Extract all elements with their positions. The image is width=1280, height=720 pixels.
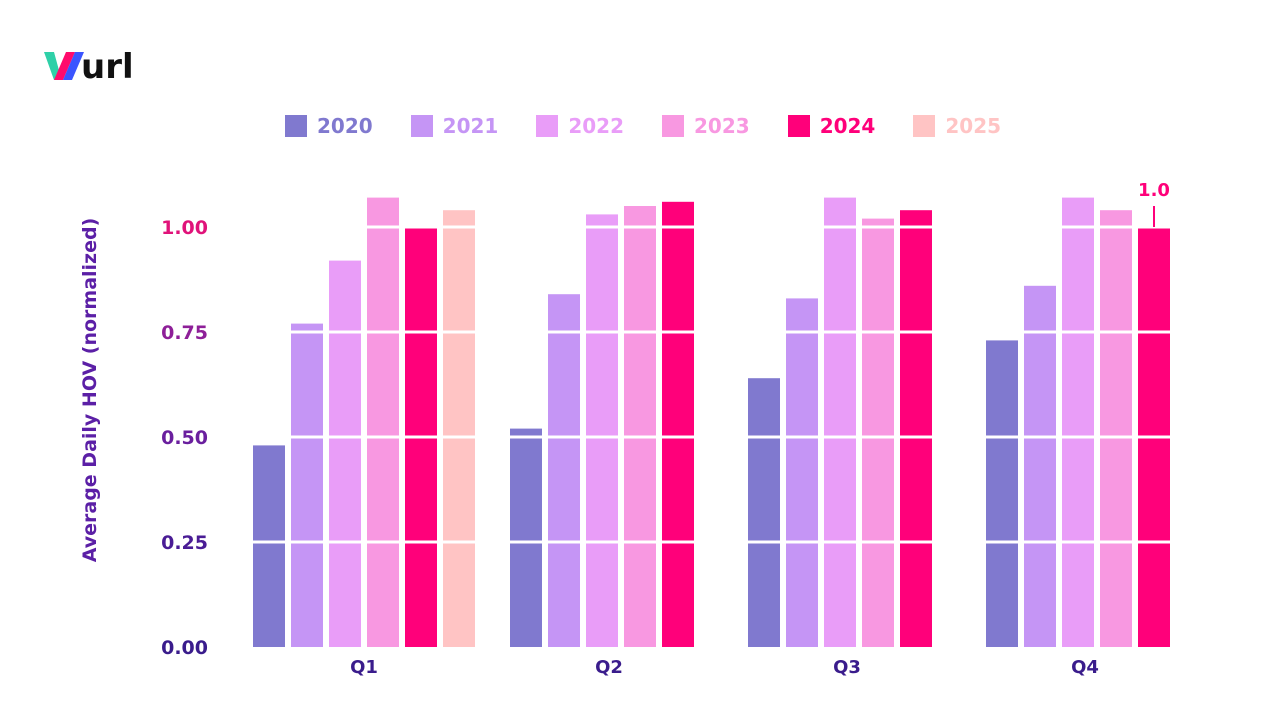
- legend-swatch: [913, 115, 936, 137]
- bar-Q4-2023: [1100, 210, 1132, 647]
- y-tick-label: 0.75: [161, 322, 208, 344]
- bar-Q3-2024: [900, 210, 932, 647]
- legend-label: 2020: [317, 114, 373, 138]
- legend-swatch: [410, 115, 433, 137]
- bar-Q2-2024: [662, 201, 694, 648]
- legend-label: 2025: [945, 114, 1002, 138]
- x-category-label: Q4: [1071, 657, 1099, 678]
- logo-text: url: [81, 47, 134, 87]
- bar-Q3-2022: [824, 197, 856, 647]
- y-tick-label: 1.00: [161, 217, 208, 239]
- legend-item-2021: 2021: [410, 114, 499, 138]
- bar-Q2-2023: [624, 206, 656, 647]
- y-tick-label: 0.25: [161, 532, 208, 554]
- bar-Q4-2021: [1024, 285, 1056, 647]
- bar-Q1-2023: [367, 197, 399, 647]
- legend-swatch: [787, 115, 810, 137]
- bar-Q3-2023: [862, 218, 894, 647]
- y-tick-label: 0.00: [161, 637, 208, 659]
- bar-Q2-2020: [510, 428, 542, 647]
- chart-legend: 2020 2021 2022 2023 2024 2025: [285, 114, 1039, 138]
- bar-Q3-2021: [786, 298, 818, 647]
- legend-item-2020: 2020: [285, 114, 373, 138]
- x-category-label: Q3: [833, 657, 861, 678]
- legend-label: 2021: [442, 114, 499, 138]
- bar-Q1-2020: [253, 445, 285, 647]
- wurl-logo: url: [44, 47, 134, 87]
- legend-item-2022: 2022: [536, 114, 624, 138]
- bar-Q1-2021: [291, 323, 323, 647]
- annotation-label: 1.0: [1138, 180, 1170, 201]
- legend-label: 2024: [819, 114, 876, 138]
- x-category-label: Q2: [595, 657, 623, 678]
- legend-item-2023: 2023: [662, 114, 750, 138]
- legend-label: 2022: [568, 114, 625, 138]
- bar-Q3-2020: [748, 378, 780, 647]
- legend-swatch: [285, 115, 307, 137]
- legend-swatch: [662, 115, 685, 137]
- bar-Q4-2022: [1062, 197, 1094, 647]
- bar-Q2-2022: [586, 214, 618, 647]
- bar-Q1-2022: [329, 260, 361, 647]
- bar-Q1-2025: [443, 210, 475, 647]
- bar-Q4-2020: [986, 340, 1018, 647]
- legend-item-2025: 2025: [913, 114, 1001, 138]
- legend-item-2024: 2024: [787, 114, 876, 138]
- legend-swatch: [536, 115, 559, 137]
- y-tick-label: 0.50: [161, 427, 208, 449]
- bar-Q2-2021: [548, 294, 580, 647]
- legend-label: 2023: [694, 114, 750, 138]
- x-category-label: Q1: [350, 657, 378, 678]
